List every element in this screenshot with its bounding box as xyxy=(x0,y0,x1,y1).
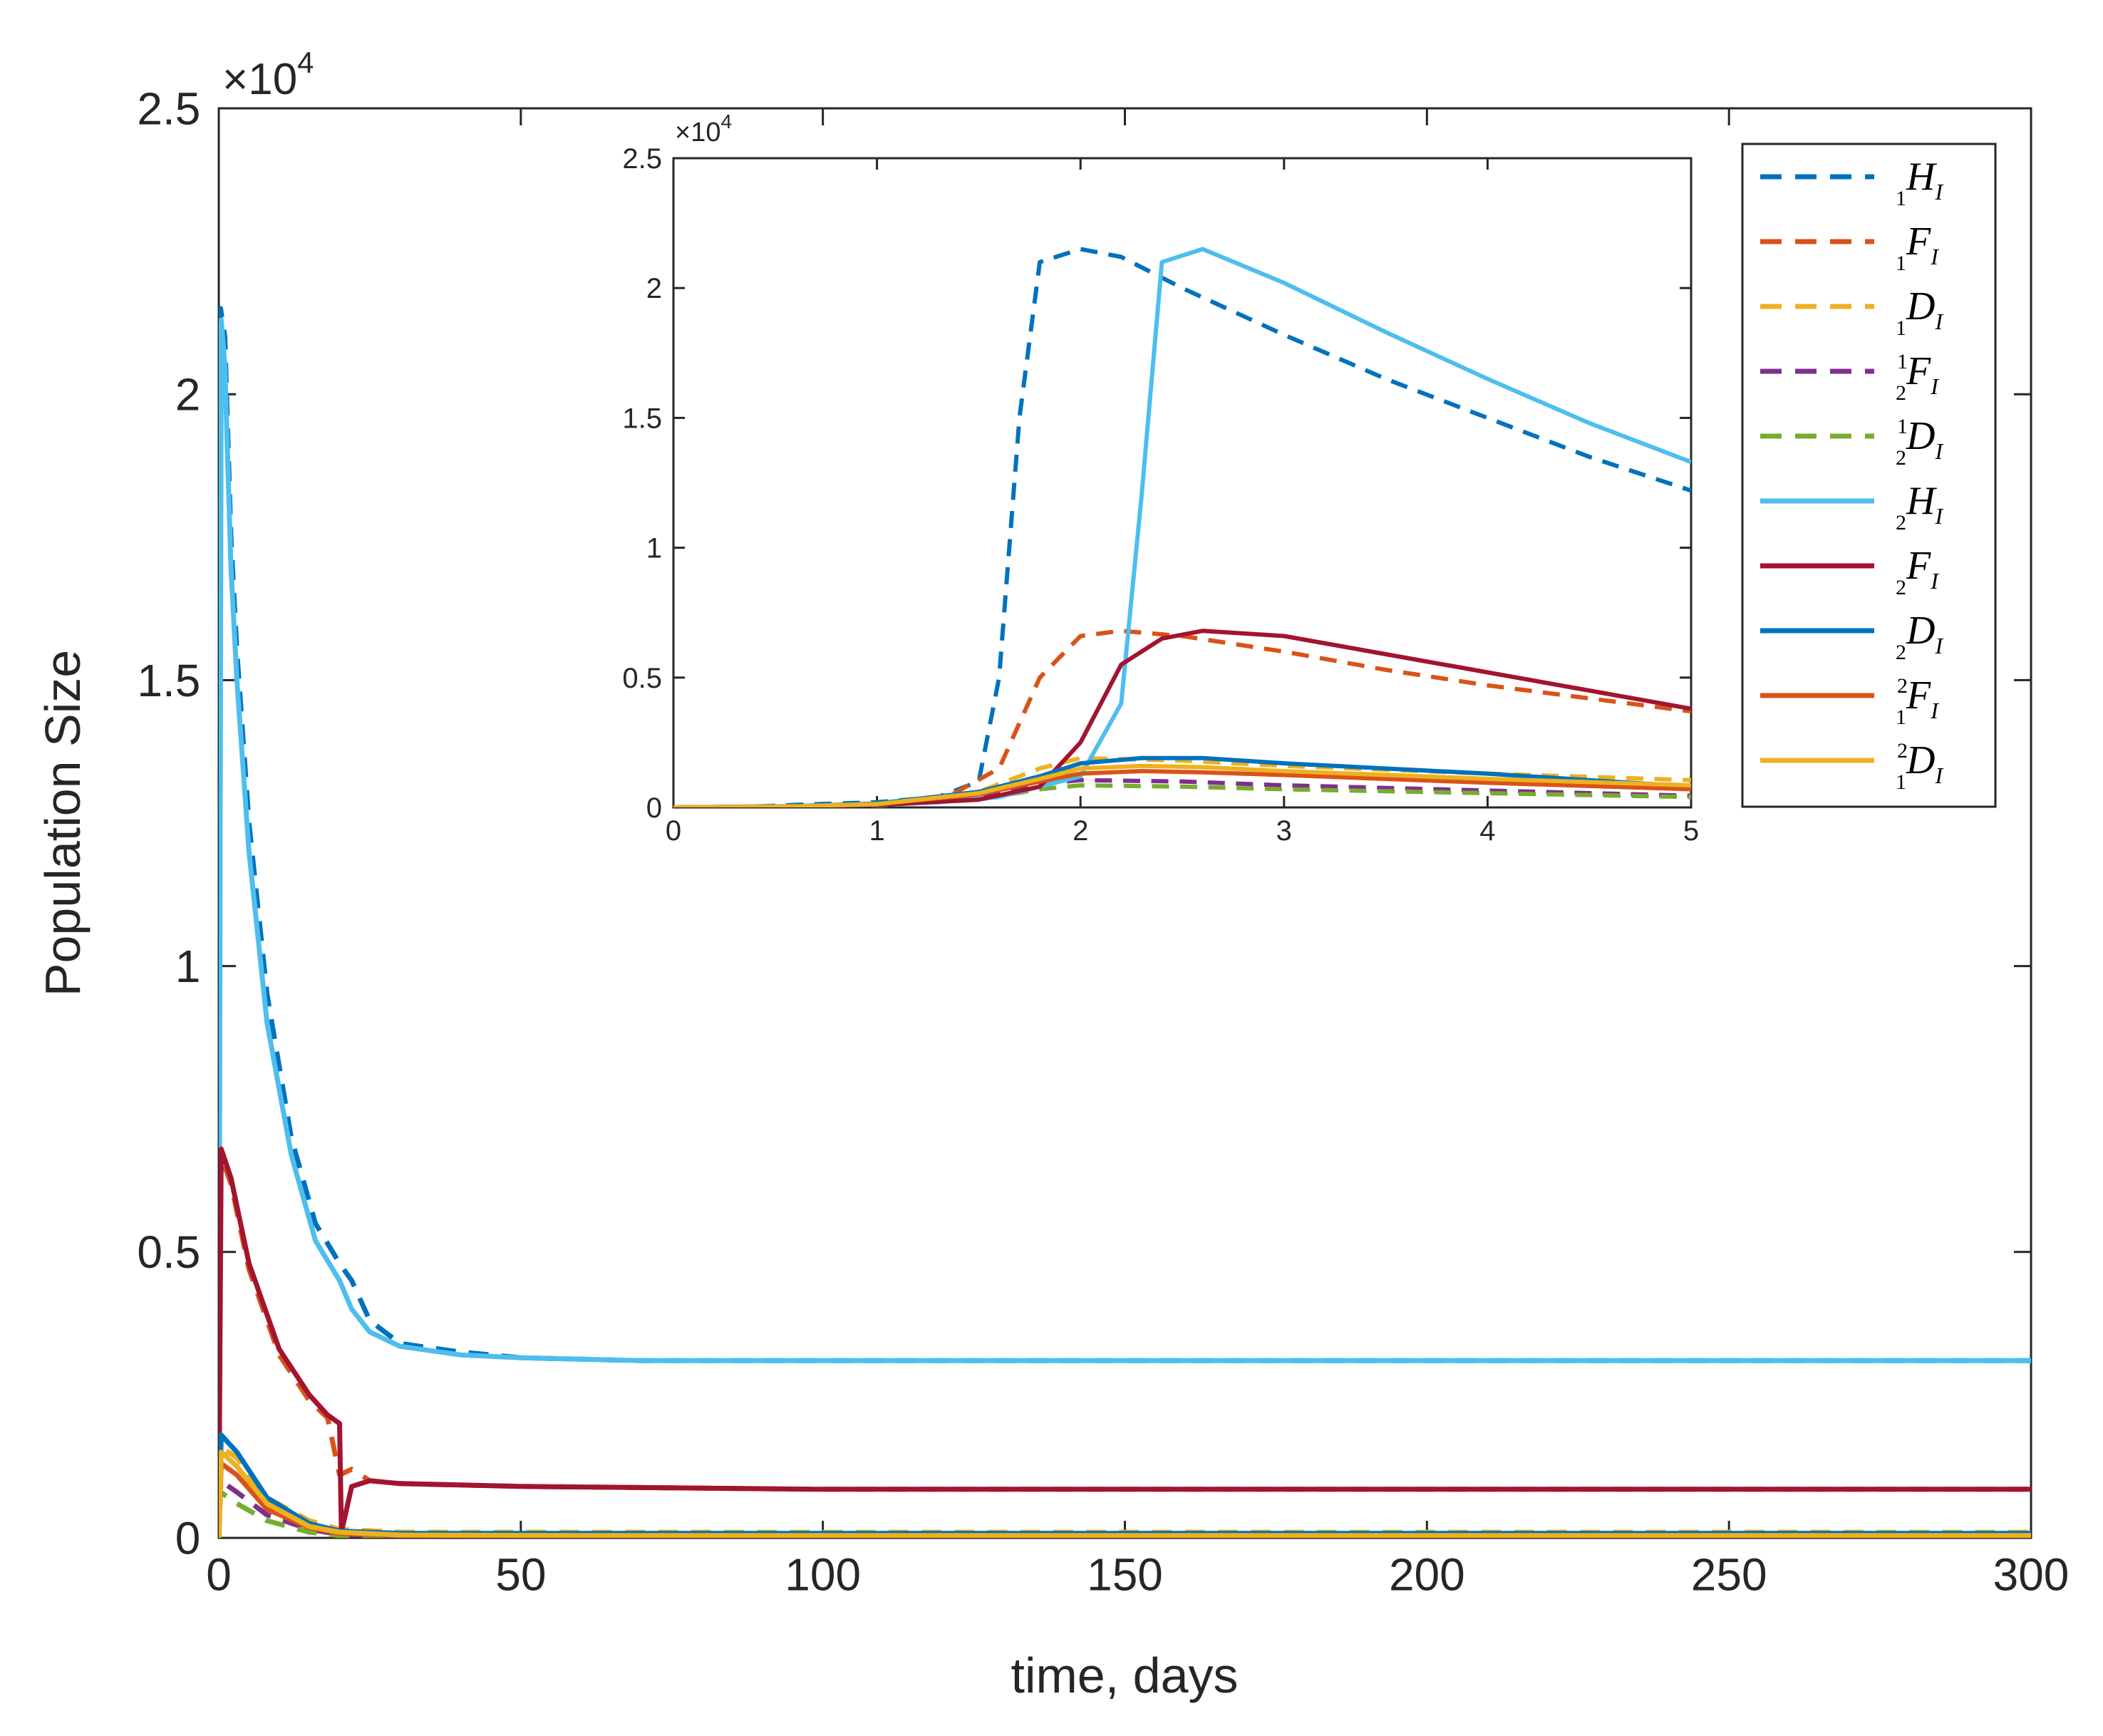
inset-y-tick-label: 1.5 xyxy=(622,403,662,434)
inset-plot: 0 1 2 3 4 5 0 0.5 1 1.5 2 2.5 ×104 xyxy=(622,110,1699,847)
legend-label-21FI: 2 1FI xyxy=(1896,673,1939,729)
main-x-tick-label: 300 xyxy=(1993,1549,2070,1601)
main-x-tick-label: 0 xyxy=(206,1549,232,1601)
main-x-tick-label: 200 xyxy=(1389,1549,1465,1601)
inset-series-1HI xyxy=(673,247,1691,807)
main-series-2FI xyxy=(219,1146,2031,1538)
inset-x-tick-label: 2 xyxy=(1073,815,1088,847)
legend-label-1FI: 1FI xyxy=(1896,219,1939,275)
legend-label-12DI: 1 2DI xyxy=(1896,414,1943,470)
inset-x-tick-label: 3 xyxy=(1276,815,1292,847)
legend: 1HI 1FI 1DI 1 2FI 1 2DI 2HI 2FI 2DI 2 1FI 2 1DI xyxy=(1741,143,1997,808)
main-y-tick-label: 0 xyxy=(175,1512,201,1564)
main-x-tick-label: 50 xyxy=(495,1549,546,1601)
inset-series-12FI xyxy=(673,777,1691,807)
inset-y-tick-label: 2 xyxy=(646,273,662,304)
inset-y-tick-label: 1 xyxy=(646,533,662,564)
main-y-tick-label: 1.5 xyxy=(137,655,200,706)
legend-label-2FI: 2FI xyxy=(1896,544,1939,599)
inset-y-tick-label: 2.5 xyxy=(622,143,662,175)
main-y-tick-label: 1 xyxy=(175,941,201,992)
y-axis-title: Population Size xyxy=(35,650,91,996)
main-x-tick-label: 100 xyxy=(785,1549,861,1601)
main-y-tick-label: 2.5 xyxy=(137,83,200,134)
legend-label-2DI: 2DI xyxy=(1896,609,1943,664)
inset-series-21DI xyxy=(673,763,1691,807)
legend-label-2HI: 2HI xyxy=(1896,479,1943,534)
inset-y-tick-label: 0.5 xyxy=(622,663,662,694)
inset-x-tick-label: 5 xyxy=(1683,815,1699,847)
main-y-tick-label: 2 xyxy=(175,369,201,420)
main-x-tick-label: 150 xyxy=(1087,1549,1163,1601)
inset-series-12DI xyxy=(673,783,1691,807)
main-x-tick-label: 250 xyxy=(1691,1549,1767,1601)
main-exponent-label: ×104 xyxy=(222,46,314,104)
inset-x-tick-label: 4 xyxy=(1479,815,1495,847)
x-axis-title: time, days xyxy=(1011,1648,1239,1703)
legend-label-12FI: 1 2FI xyxy=(1896,349,1939,405)
legend-label-1DI: 1DI xyxy=(1896,284,1943,340)
inset-x-tick-label: 0 xyxy=(666,815,681,847)
inset-exponent-label: ×104 xyxy=(675,110,732,148)
legend-label-21DI: 2 1DI xyxy=(1896,738,1943,794)
inset-x-tick-label: 1 xyxy=(869,815,884,847)
main-series-21DI xyxy=(219,1450,2031,1538)
main-y-tick-label: 0.5 xyxy=(137,1226,200,1278)
legend-label-1HI: 1HI xyxy=(1896,155,1943,210)
inset-y-tick-label: 0 xyxy=(646,792,662,824)
main-series-2HI xyxy=(219,317,2031,1538)
